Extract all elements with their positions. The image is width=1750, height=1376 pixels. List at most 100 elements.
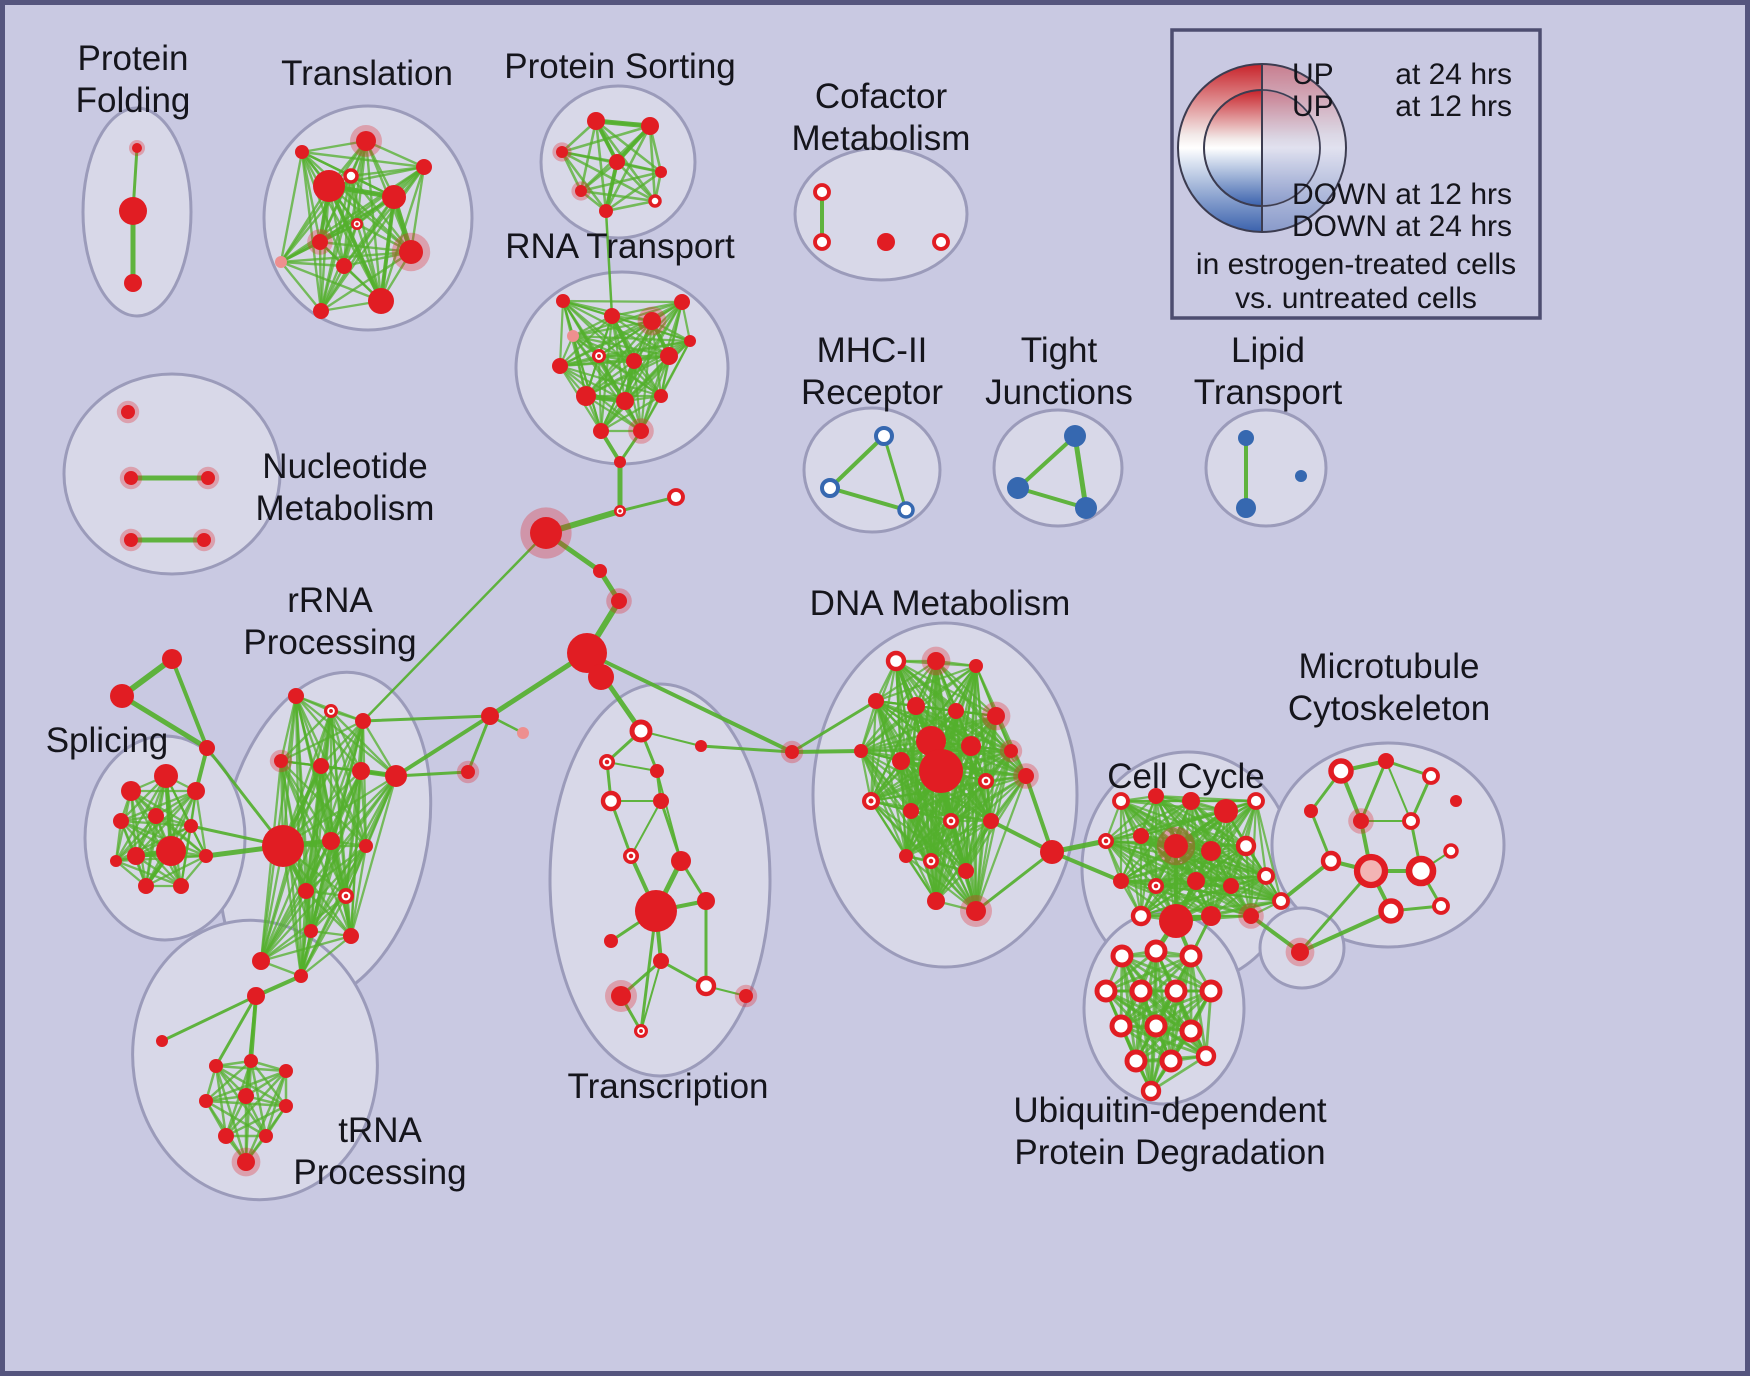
gene-node-shape (304, 924, 318, 938)
gene-node-shape (948, 818, 954, 824)
network-edge (1104, 794, 1158, 843)
gene-node-shape (885, 650, 907, 672)
gene-node (1148, 788, 1164, 804)
gene-node (1148, 878, 1164, 894)
gene-node-shape (1236, 498, 1256, 518)
gene-node-shape (247, 987, 265, 1005)
cluster-ellipse-transcription (548, 682, 772, 1078)
gene-node (654, 389, 668, 403)
gene-node-shape (132, 143, 142, 153)
gene-node-shape (322, 832, 340, 850)
gene-node-shape (593, 564, 607, 578)
network-edge (160, 994, 258, 1043)
gene-node (322, 832, 340, 850)
network-edge (594, 119, 657, 203)
network-edge (294, 694, 398, 778)
network-edge (114, 859, 183, 888)
gene-node-shape (604, 308, 620, 324)
gene-node (981, 701, 1011, 731)
network-edge (349, 774, 398, 938)
network-edge (909, 779, 988, 813)
gene-node (1040, 840, 1064, 864)
network-edge (859, 704, 918, 753)
gene-node (623, 848, 639, 864)
gene-node-shape (352, 762, 370, 780)
network-edge (349, 174, 413, 254)
gene-node (948, 703, 964, 719)
gene-node (916, 726, 946, 756)
gene-node (567, 330, 579, 342)
gene-node (313, 758, 329, 774)
gene-node-shape (1353, 813, 1369, 829)
gene-node (614, 505, 626, 517)
cluster-label-ubiquitin-degradation: Ubiquitin-dependent (1013, 1091, 1327, 1130)
gene-node (921, 646, 951, 676)
network-edge (249, 1059, 288, 1108)
gene-node-shape (313, 303, 329, 319)
gene-node-shape (671, 851, 691, 871)
gene-node-shape (1223, 878, 1239, 894)
gene-node (599, 754, 615, 770)
network-edge (329, 774, 398, 843)
gene-node (298, 883, 314, 899)
gene-node-shape (1179, 1019, 1203, 1043)
gene-node (313, 170, 345, 202)
gene-node-shape (643, 312, 661, 330)
gene-node (517, 727, 529, 739)
gene-node (1272, 892, 1290, 910)
cluster-label-ubiquitin-degradation: Protein Degradation (1014, 1133, 1325, 1172)
gene-node (820, 478, 840, 498)
gene-node-shape (262, 825, 304, 867)
gene-node-shape (576, 386, 596, 406)
cluster-ellipse-tight-junctions (992, 408, 1124, 528)
gene-node-shape (1075, 497, 1097, 519)
network-edge (1119, 834, 1143, 883)
gene-node (1144, 1014, 1168, 1038)
gene-node (1109, 1014, 1133, 1038)
gene-node-shape (359, 839, 373, 853)
network-edge (1254, 799, 1268, 878)
gene-node-shape (1133, 828, 1149, 844)
network-edge (904, 819, 993, 858)
gene-node (1285, 937, 1315, 967)
gene-node-shape (399, 240, 423, 264)
gene-node (1353, 853, 1389, 889)
gene-node-shape (1113, 873, 1129, 889)
network-edge (1024, 774, 1054, 854)
gene-node-shape (961, 736, 981, 756)
gene-node (352, 762, 370, 780)
gene-node (1328, 758, 1354, 784)
gene-node (1295, 470, 1307, 482)
gene-node-shape (1238, 430, 1254, 446)
gene-node-shape (1235, 835, 1257, 857)
gene-node (695, 975, 717, 997)
gene-node-shape (1112, 792, 1130, 810)
legend-time-label: at 12 hrs (1395, 90, 1512, 123)
gene-node (552, 142, 572, 162)
network-edge (899, 714, 998, 763)
gene-node (336, 258, 352, 274)
network-edge (859, 699, 878, 753)
network-edge (964, 819, 993, 873)
gene-node (1405, 855, 1437, 887)
network-edge (319, 719, 365, 768)
gene-node-shape (530, 517, 562, 549)
gene-node-shape (1378, 753, 1394, 769)
gene-node-shape (1164, 979, 1188, 1003)
gene-node (456, 760, 480, 784)
gene-node (138, 878, 154, 894)
gene-node-shape (1295, 470, 1307, 482)
gene-node-shape (877, 233, 895, 251)
gene-node-shape (674, 294, 690, 310)
network-edge (874, 659, 938, 703)
gene-node (648, 194, 662, 208)
gene-node-shape (932, 233, 950, 251)
network-edge (119, 789, 198, 823)
gene-node-shape (274, 754, 288, 768)
cluster-label-tight-junctions: Tight (1021, 331, 1098, 370)
gene-node (604, 934, 618, 948)
gene-node (1195, 1045, 1217, 1067)
gene-node-shape (1201, 841, 1221, 861)
network-edge (1209, 874, 1268, 918)
gene-node (295, 145, 309, 159)
